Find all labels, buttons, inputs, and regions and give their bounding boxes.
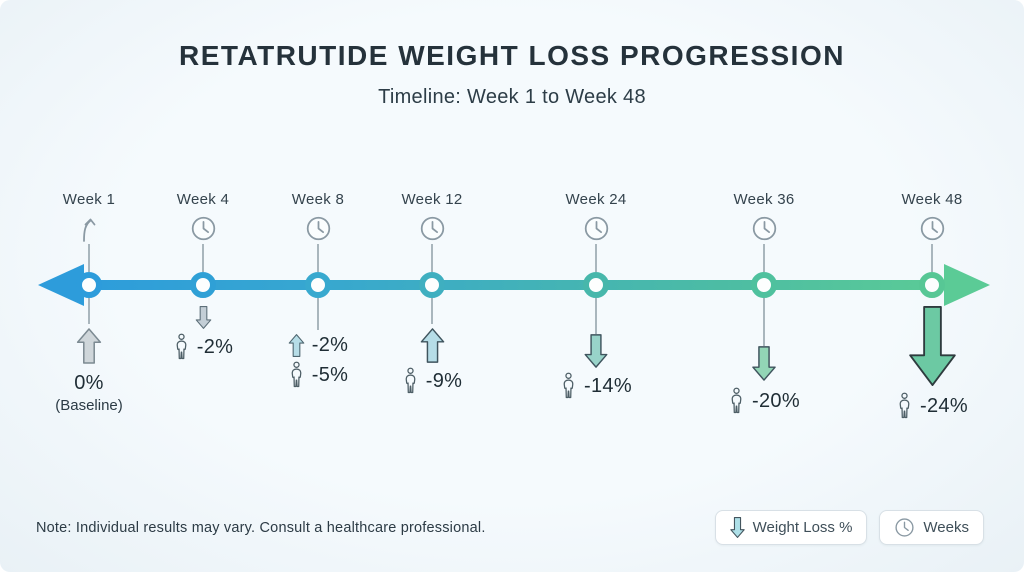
trend-curve-up-icon [76, 212, 102, 244]
connector-line [431, 244, 433, 272]
person-icon [291, 361, 302, 388]
weight-loss-value: 0% [74, 372, 104, 394]
weight-loss-value: -14% [584, 374, 632, 397]
week-label: Week 24 [565, 191, 627, 208]
week-label: Week 1 [62, 191, 116, 208]
milestone-week-8: Week 8 -2% -5% [243, 190, 393, 389]
connector-line [595, 244, 597, 272]
connector-line [595, 298, 597, 334]
connector-line [88, 244, 90, 272]
week-label: Week 48 [901, 191, 963, 208]
connector-line [763, 244, 765, 272]
timeline-node [190, 272, 216, 298]
person-icon [563, 372, 574, 399]
weight-loss-value: -5% [311, 363, 349, 386]
stat-row: -5% [288, 361, 348, 389]
page-title: RETATRUTIDE WEIGHT LOSS PROGRESSION [179, 40, 845, 71]
clock-icon [895, 518, 915, 537]
connector-line [88, 298, 90, 324]
connector-line [317, 298, 319, 330]
person-icon [899, 392, 910, 419]
connector-line [317, 244, 319, 272]
timeline-node [751, 272, 777, 298]
down-arrow-icon [908, 306, 956, 386]
legend-label: Weeks [923, 519, 969, 536]
clock-icon [419, 212, 446, 244]
milestone-week-12: Week 12 -9% [357, 190, 507, 395]
timeline-bar [78, 280, 946, 290]
down-arrow-icon [195, 306, 211, 329]
stat-row: -9% [402, 367, 462, 395]
stat-row: -24% [896, 392, 968, 420]
down-arrow-icon [752, 346, 776, 381]
legend-weeks-button[interactable]: Weeks [879, 510, 984, 545]
stat-row: -2% [288, 334, 348, 357]
person-icon [176, 333, 187, 360]
week-label: Week 4 [176, 191, 230, 208]
down-arrow-icon [729, 517, 745, 538]
legend-label: Weight Loss % [752, 519, 853, 536]
milestone-week-36: Week 36 -20% [689, 190, 839, 415]
clock-icon [583, 212, 610, 244]
timeline-arrow-right-icon [944, 264, 990, 306]
week-label: Week 36 [733, 191, 795, 208]
timeline-node [76, 272, 102, 298]
connector-line [202, 244, 204, 272]
stat-row: -14% [560, 372, 632, 400]
timeline-arrow-left-icon [38, 264, 84, 306]
connector-line [763, 298, 765, 346]
milestone-week-48: Week 48 -24% [857, 190, 1007, 420]
up-arrow-icon [420, 328, 444, 363]
weight-loss-value: -20% [752, 389, 800, 412]
timeline-node [919, 272, 945, 298]
stat-row: -20% [728, 387, 800, 415]
baseline-label: (Baseline) [55, 397, 123, 414]
legend: Weight Loss % Weeks [714, 510, 984, 545]
week-label: Week 12 [401, 191, 463, 208]
connector-line [931, 244, 933, 272]
milestone-week-24: Week 24 -14% [521, 190, 671, 400]
weight-loss-value: -9% [425, 369, 463, 392]
down-arrow-icon [584, 334, 608, 368]
milestone-week-1: Week 1 0% (Baseline) [14, 190, 164, 414]
clock-icon [919, 212, 946, 244]
connector-line [431, 298, 433, 324]
page-subtitle: Timeline: Week 1 to Week 48 [378, 86, 646, 108]
disclaimer-note: Note: Individual results may vary. Consu… [36, 520, 486, 536]
timeline-node [583, 272, 609, 298]
up-arrow-icon [76, 328, 102, 364]
week-label: Week 8 [291, 191, 345, 208]
up-arrow-icon [288, 334, 305, 357]
person-icon [405, 367, 416, 394]
clock-icon [751, 212, 778, 244]
weight-loss-value: -2% [311, 334, 349, 356]
clock-icon [190, 212, 217, 244]
person-icon [731, 387, 742, 414]
timeline-node [305, 272, 331, 298]
stat-row: -2% [173, 333, 233, 361]
weight-loss-value: -2% [196, 335, 234, 358]
legend-weight-loss-button[interactable]: Weight Loss % [714, 510, 868, 545]
timeline-node [419, 272, 445, 298]
clock-icon [305, 212, 332, 244]
milestone-week-4: Week 4 -2% [128, 190, 278, 361]
weight-loss-value: -24% [920, 394, 968, 417]
